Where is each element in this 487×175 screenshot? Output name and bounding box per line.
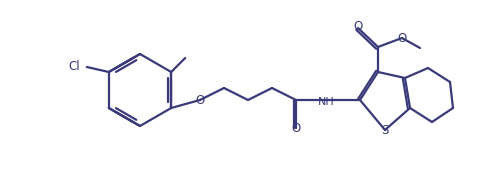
Text: NH: NH <box>318 97 335 107</box>
Text: Cl: Cl <box>68 61 80 74</box>
Text: O: O <box>195 93 205 107</box>
Text: O: O <box>397 32 407 44</box>
Text: S: S <box>381 124 389 136</box>
Text: O: O <box>354 19 363 33</box>
Text: O: O <box>291 121 300 135</box>
